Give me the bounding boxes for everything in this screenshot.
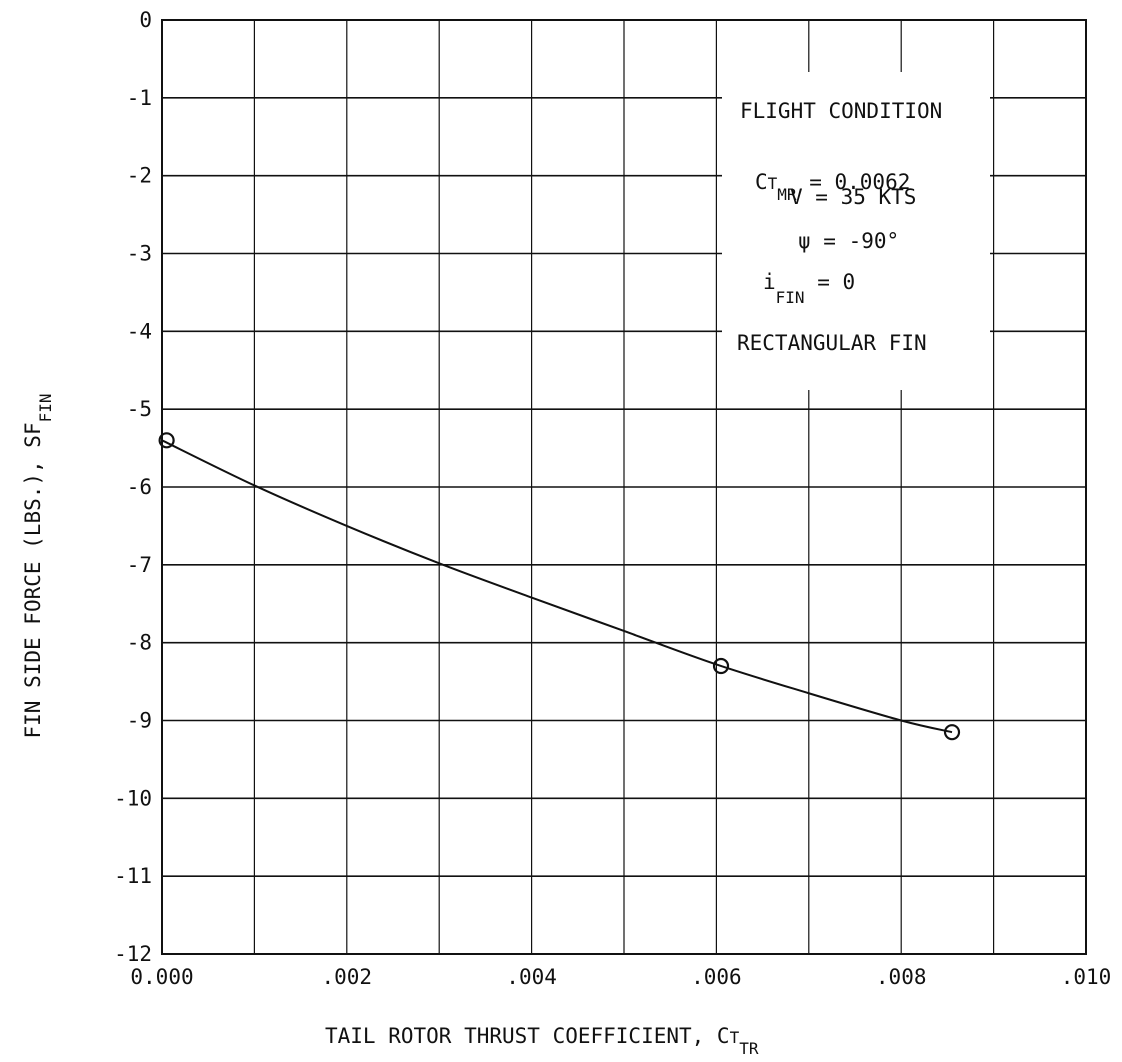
- y-tick-label: -7: [127, 553, 152, 577]
- y-tick-label: -6: [127, 475, 152, 499]
- y-tick-label: -8: [127, 631, 152, 655]
- legend-ct-sub1: T: [768, 174, 778, 193]
- x-tick-label: .008: [876, 965, 927, 989]
- x-tick-label: .010: [1061, 965, 1112, 989]
- y-tick-label: -12: [114, 942, 152, 966]
- data-point: [943, 724, 961, 741]
- y-tick-label: -9: [127, 709, 152, 733]
- series-points: [158, 432, 961, 741]
- legend-title: FLIGHT CONDITION: [740, 99, 942, 123]
- legend-ifin-symbol: i: [763, 270, 776, 294]
- y-tick-label: -1: [127, 86, 152, 110]
- y-tick-label: -4: [127, 319, 152, 343]
- y-tick-label: -3: [127, 242, 152, 266]
- legend-ct-mr: CTMR = 0.0062: [755, 170, 910, 204]
- y-tick-label: 0: [139, 8, 152, 32]
- series-curve: [161, 439, 953, 734]
- y-tick-label: -5: [127, 397, 152, 421]
- x-axis-label-main: TAIL ROTOR THRUST COEFFICIENT, C: [325, 1024, 730, 1048]
- data-point: [158, 432, 175, 449]
- legend-ifin-value: = 0: [805, 270, 856, 294]
- x-axis-label-sub1: T: [730, 1028, 740, 1047]
- legend-ct-sub2: MR: [777, 185, 797, 204]
- flight-condition-legend: FLIGHT CONDITION CTMR = 0.0062 V = 35 KT…: [722, 72, 990, 390]
- y-tick-label: -10: [114, 786, 152, 810]
- legend-ct-symbol: C: [755, 170, 768, 194]
- y-axis-label-main: FIN SIDE FORCE (LBS.), SF: [21, 422, 45, 738]
- plot-frame: [161, 19, 1087, 955]
- x-axis-label-sub2: TR: [739, 1039, 759, 1058]
- y-tick-label: -11: [114, 864, 152, 888]
- x-tick-label: .004: [506, 965, 557, 989]
- x-tick-label: .006: [691, 965, 742, 989]
- x-tick-label: 0.000: [130, 965, 193, 989]
- legend-fin-incidence: iFIN = 0: [763, 270, 855, 307]
- tick-labels: 0 -1 -2 -3 -4 -5 -6 -7 -8 -9 -10 -11 -120.000 .002 .00…: [114, 8, 1111, 989]
- x-axis-label: TAIL ROTOR THRUST COEFFICIENT, CTTR: [325, 1024, 759, 1058]
- x-tick-label: .002: [322, 965, 373, 989]
- y-axis-label-sub: FIN: [36, 394, 55, 423]
- legend-yaw-angle: ψ = -90°: [798, 229, 899, 253]
- legend-ifin-sub: FIN: [776, 288, 805, 307]
- legend-background: [722, 72, 990, 390]
- y-tick-label: -2: [127, 164, 152, 188]
- legend-velocity: V = 35 KTS: [790, 185, 916, 209]
- legend-fin-type: RECTANGULAR FIN: [737, 331, 927, 355]
- legend-ct-value: = 0.0062: [797, 170, 911, 194]
- data-point: [712, 657, 730, 675]
- y-axis-label: FIN SIDE FORCE (LBS.), SFFIN: [21, 394, 55, 739]
